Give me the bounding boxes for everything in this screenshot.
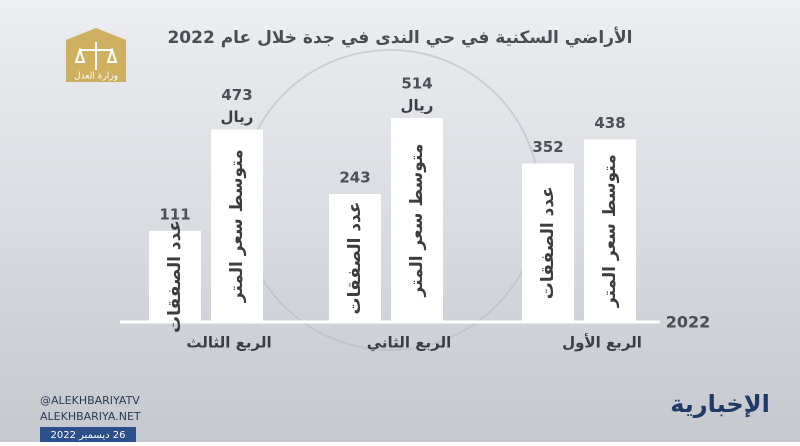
value-label: 514	[401, 75, 432, 93]
bar-series-label: متوسط سعر المتر	[600, 154, 620, 308]
date: 26 ديسمبر 2022	[50, 430, 125, 441]
bar-series-label: متوسط سعر المتر	[407, 144, 427, 298]
logo: وزارة العدل	[66, 28, 126, 82]
bar	[391, 118, 443, 322]
unit-annotation: ريال	[401, 97, 434, 115]
bar	[211, 129, 263, 322]
unit-annotation: ريال	[221, 108, 254, 126]
brand: الإخبارية	[670, 390, 770, 418]
bar-series-label: عدد الصفقات	[538, 186, 558, 299]
category-label: الربع الثالث	[186, 334, 271, 352]
value-label: 243	[339, 168, 370, 186]
chart-title: الأراضي السكنية في حي الندى في جدة خلال …	[167, 27, 632, 48]
bar	[584, 139, 636, 322]
value-label: 438	[594, 114, 625, 132]
category-label: الربع الثاني	[367, 334, 452, 352]
value-label: 111	[159, 205, 190, 223]
axis-label: 2022	[666, 313, 711, 332]
value-label: 473	[221, 86, 252, 104]
bar	[329, 193, 381, 322]
bar	[149, 230, 201, 322]
bar-series-label: عدد الصفقات	[165, 220, 185, 333]
bar-series-label: عدد الصفقات	[345, 201, 365, 314]
date-bar	[40, 427, 136, 442]
category-label: الربع الأول	[562, 334, 642, 352]
logo-text: وزارة العدل	[74, 72, 118, 82]
website: ALEKHBARIYA.NET	[40, 410, 141, 423]
bar-series-label: متوسط سعر المتر	[227, 149, 247, 303]
bar	[522, 163, 574, 322]
handle: @ALEKHBARIYATV	[40, 394, 140, 407]
value-label: 352	[532, 138, 563, 156]
